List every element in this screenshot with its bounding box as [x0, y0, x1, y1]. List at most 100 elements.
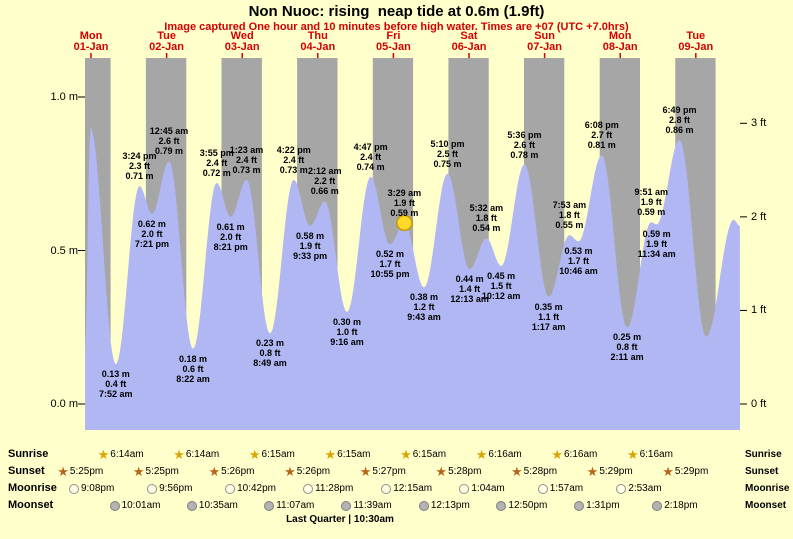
sunset-event: ★ 5:28pm	[511, 465, 557, 478]
sunset-event: ★ 5:29pm	[587, 465, 633, 478]
moonrise-event: 1:04am	[459, 482, 505, 495]
sunrise-event: ★ 6:14am	[98, 448, 144, 461]
annotation-line: 7:53 am	[552, 200, 587, 211]
high-tide-annotation: 1:23 am 2.4 ft 0.73 m	[230, 145, 264, 175]
annotation-line: 8:22 am	[176, 373, 210, 384]
annotation-line: 0.86 m	[665, 124, 694, 135]
annotation-line: 0.25 m	[613, 332, 642, 343]
annotation-line: 1.9 ft	[299, 240, 321, 251]
low-tide-annotation: 0.44 m 1.4 ft 12:13 am	[450, 274, 489, 304]
sunrise-time: 6:15am	[412, 449, 447, 460]
annotation-line: 0.71 m	[125, 171, 154, 182]
astro-label-right-sunrise: Sunrise	[745, 449, 782, 460]
annotation-line: 0.58 m	[296, 230, 325, 241]
high-tide-annotation: 6:08 pm 2.7 ft 0.81 m	[585, 120, 619, 150]
sunset-time: 5:25pm	[145, 466, 179, 477]
low-tide-annotation: 0.61 m 2.0 ft 8:21 pm	[214, 222, 248, 252]
low-tide-annotation: 0.58 m 1.9 ft 9:33 pm	[293, 231, 327, 261]
day-date: 08-Jan	[602, 41, 638, 53]
high-tide-annotation: 3:55 pm 2.4 ft 0.72 m	[200, 148, 234, 178]
low-tide-annotation: 0.53 m 1.7 ft 10:46 am	[559, 246, 598, 276]
annotation-line: 2:12 am	[307, 166, 342, 177]
annotation-line: 7:52 am	[99, 389, 133, 400]
day-label: Tue 02-Jan	[149, 31, 184, 53]
annotation-line: 8:49 am	[253, 358, 287, 369]
annotation-line: 1.9 ft	[646, 239, 668, 250]
day-name: Tue	[686, 30, 706, 42]
sunrise-star-icon: ★	[97, 447, 110, 462]
day-label: Sun 07-Jan	[527, 31, 562, 53]
high-tide-annotation: 2:12 am 2.2 ft 0.66 m	[308, 166, 342, 196]
moonset-time: 11:07am	[276, 500, 315, 511]
moonset-moon-icon	[186, 500, 197, 511]
moonset-time: 11:39am	[353, 500, 392, 511]
moonset-event: 12:50pm	[496, 499, 547, 512]
moonrise-event: 1:57am	[537, 482, 583, 495]
astro-label-left-moonrise: Moonrise	[8, 482, 57, 494]
annotation-line: 3:24 pm	[122, 151, 157, 162]
annotation-line: 0.18 m	[178, 353, 207, 364]
y-axis-right-label: 3 ft	[751, 117, 767, 130]
annotation-line: 1.2 ft	[413, 302, 435, 313]
moonset-time: 12:13pm	[430, 500, 470, 511]
annotation-line: 5:10 pm	[430, 138, 465, 149]
moonrise-moon-icon	[459, 483, 470, 494]
capture-note: Image captured One hour and 10 minutes b…	[164, 21, 629, 33]
day-name: Wed	[230, 30, 254, 42]
sunset-star-icon: ★	[662, 464, 674, 479]
annotation-line: 10:55 pm	[370, 269, 410, 280]
annotation-line: 0.44 m	[455, 273, 484, 284]
high-tide-annotation: 7:53 am 1.8 ft 0.55 m	[553, 200, 587, 230]
sunset-time: 5:28pm	[523, 466, 558, 477]
moonset-moon-icon	[496, 500, 507, 511]
moonset-event: 12:13pm	[418, 499, 470, 512]
annotation-line: 0.59 m	[390, 207, 419, 218]
sunrise-time: 6:14am	[110, 449, 144, 460]
moonset-time: 1:31pm	[586, 500, 620, 511]
annotation-line: 1:17 am	[531, 321, 566, 332]
moonrise-time: 2:53am	[628, 483, 662, 494]
annotation-line: 1.8 ft	[475, 213, 497, 224]
sunrise-time: 6:16am	[639, 449, 673, 460]
annotation-line: 2.5 ft	[436, 148, 458, 159]
annotation-line: 2.0 ft	[220, 231, 242, 242]
astro-label-left-sunrise: Sunrise	[8, 448, 49, 460]
sunset-star-icon: ★	[359, 464, 372, 479]
annotation-line: 6:08 pm	[584, 120, 619, 131]
sunrise-star-icon: ★	[400, 447, 412, 462]
moonrise-time: 9:56pm	[159, 483, 193, 494]
annotation-line: 7:21 pm	[134, 238, 169, 249]
low-tide-annotation: 0.59 m 1.9 ft 11:34 am	[638, 229, 676, 259]
sunset-event: ★ 5:25pm	[133, 465, 179, 478]
moonrise-moon-icon	[616, 483, 627, 494]
sunset-star-icon: ★	[132, 464, 145, 479]
annotation-line: 4:47 pm	[353, 141, 388, 152]
annotation-line: 2.4 ft	[360, 151, 382, 162]
annotation-line: 8:21 pm	[213, 241, 248, 252]
annotation-line: 2.7 ft	[591, 130, 613, 141]
day-date: 06-Jan	[451, 41, 487, 53]
annotation-line: 0.8 ft	[616, 342, 638, 353]
moonrise-moon-icon	[303, 483, 314, 494]
annotation-line: 3:55 pm	[199, 147, 234, 158]
low-tide-annotation: 0.30 m 1.0 ft 9:16 am	[330, 317, 364, 347]
annotation-line: 9:43 am	[407, 312, 441, 323]
sunset-star-icon: ★	[435, 464, 448, 479]
sunrise-time: 6:15am	[337, 449, 371, 460]
moonset-time: 10:35am	[198, 500, 238, 511]
annotation-line: 1.5 ft	[490, 280, 512, 291]
annotation-line: 0.4 ft	[105, 379, 127, 390]
day-label: Thu 04-Jan	[300, 31, 335, 53]
low-tide-annotation: 0.23 m 0.8 ft 8:49 am	[253, 338, 287, 368]
annotation-line: 2.4 ft	[283, 154, 305, 165]
high-tide-annotation: 5:32 am 1.8 ft 0.54 m	[470, 203, 504, 233]
annotation-line: 0.54 m	[472, 223, 501, 234]
low-tide-annotation: 0.13 m 0.4 ft 7:52 am	[99, 369, 133, 399]
sunset-time: 5:28pm	[448, 466, 482, 477]
astro-label-right-moonrise: Moonrise	[745, 483, 790, 494]
moonset-moon-icon	[109, 500, 120, 511]
day-date: 09-Jan	[678, 41, 714, 53]
